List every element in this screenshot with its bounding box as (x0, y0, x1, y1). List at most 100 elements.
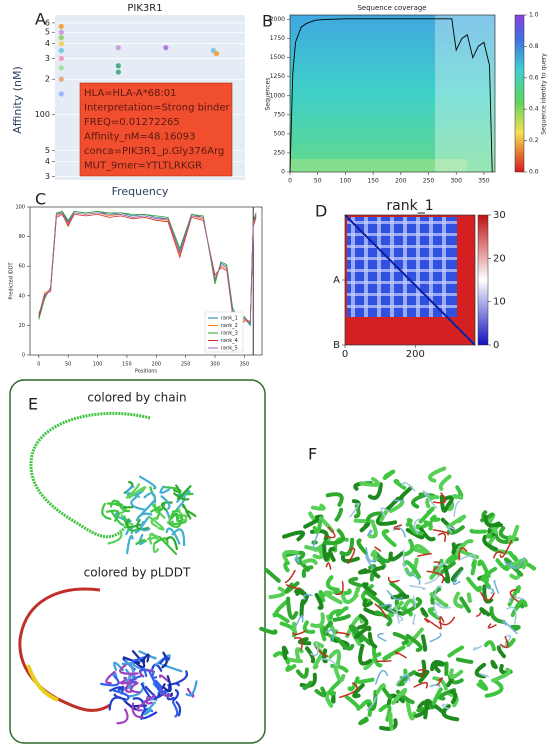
y-tick-label: B (333, 340, 340, 351)
ribbon (268, 586, 287, 599)
ribbon (386, 590, 403, 601)
point (213, 50, 220, 57)
ribbon (349, 502, 360, 518)
lddt-line (38, 212, 257, 325)
plddt-caption: colored by pLDDT (84, 566, 191, 580)
ribbon (366, 690, 378, 711)
ribbon (382, 687, 393, 700)
contact-map-block (347, 217, 457, 317)
contact-stripe (347, 245, 457, 248)
y-axis-label: Affinity (nM) (11, 66, 24, 134)
ribbon (459, 554, 476, 561)
ribbon (274, 599, 290, 616)
ribbon (445, 554, 461, 564)
ribbon (281, 645, 289, 660)
ribbon (432, 561, 441, 572)
x-tick-label: 100 (340, 178, 352, 185)
ribbon (381, 529, 397, 547)
ribbon (335, 580, 344, 596)
legend-box (204, 311, 244, 353)
ribbon (409, 585, 426, 591)
tooltip-line: HLA=HLA-A*68:01 (84, 88, 177, 99)
point (58, 41, 64, 47)
ribbon (510, 624, 521, 632)
ribbon (392, 631, 409, 646)
panel-label: F (308, 445, 317, 464)
ribbon (393, 499, 405, 502)
ribbon (493, 551, 504, 559)
ribbon (432, 676, 448, 691)
coverage-band (290, 159, 467, 172)
ribbon (358, 643, 373, 666)
chain-ribbon (29, 411, 151, 539)
ribbon (105, 670, 116, 685)
x-tick-label: 300 (210, 362, 220, 368)
ribbon (501, 619, 518, 635)
y-axis-label: Predicted lDDT (9, 261, 15, 299)
ribbon (429, 683, 441, 688)
ribbon (365, 546, 379, 563)
colorbar-tick-label: 0 (493, 340, 499, 351)
ribbon (429, 632, 442, 643)
tooltip-line: Affinity_nM=48.16093 (84, 132, 196, 143)
ribbon (441, 703, 450, 710)
ribbon (501, 634, 512, 649)
panel-label: C (35, 190, 46, 209)
ribbon (414, 699, 430, 718)
y-tick-label: 250 (274, 149, 286, 156)
x-tick-label: 200 (152, 362, 162, 368)
ribbon (324, 629, 335, 642)
ribbon (442, 495, 455, 508)
ribbon (427, 607, 441, 621)
point (58, 23, 64, 30)
ribbon (175, 701, 182, 717)
ribbon (136, 518, 150, 531)
ribbon (412, 595, 416, 609)
ribbon (173, 492, 190, 501)
ribbon (493, 580, 500, 594)
ribbon (118, 676, 128, 684)
ribbon (403, 538, 415, 557)
ribbon (282, 549, 299, 563)
y-tick-label: 100 (35, 110, 50, 119)
point (115, 45, 121, 51)
ribbon (283, 561, 290, 573)
panel-e-frame (9, 379, 266, 744)
ribbon (112, 671, 118, 679)
ribbon (264, 568, 281, 583)
x-tick-label: 250 (181, 362, 191, 368)
ribbon (259, 626, 278, 635)
plddt-ribbon (18, 587, 111, 712)
point (115, 63, 121, 69)
colorbar-tick-label: 1.0 (529, 12, 539, 19)
ribbon (149, 532, 159, 545)
ribbon (128, 486, 147, 499)
ribbon (449, 689, 458, 704)
ribbon (476, 611, 482, 617)
ribbon (406, 517, 424, 536)
ribbon (322, 542, 331, 562)
x-axis-label: Positions (135, 369, 157, 375)
ribbon (170, 520, 187, 526)
ribbon (479, 672, 489, 678)
chart-title: PIK3R1 (127, 3, 162, 14)
y-tick-label: 3 (45, 172, 50, 181)
chart-title: rank_1 (386, 198, 433, 214)
ribbon (370, 549, 378, 563)
x-tick-label: 200 (406, 349, 425, 360)
ribbon (359, 477, 381, 487)
x-tick-label: 300 (450, 178, 462, 185)
point (58, 76, 64, 82)
ribbon (131, 702, 144, 719)
ribbon (365, 511, 383, 522)
ribbon (358, 716, 369, 726)
ribbon (382, 469, 396, 480)
ribbon (352, 683, 365, 699)
ribbon (101, 502, 112, 520)
ribbon (372, 565, 385, 579)
ribbon (303, 593, 313, 600)
ribbon (175, 494, 186, 511)
ribbon (159, 656, 171, 665)
ribbon (374, 610, 393, 627)
y-tick-label: 500 (274, 130, 286, 137)
